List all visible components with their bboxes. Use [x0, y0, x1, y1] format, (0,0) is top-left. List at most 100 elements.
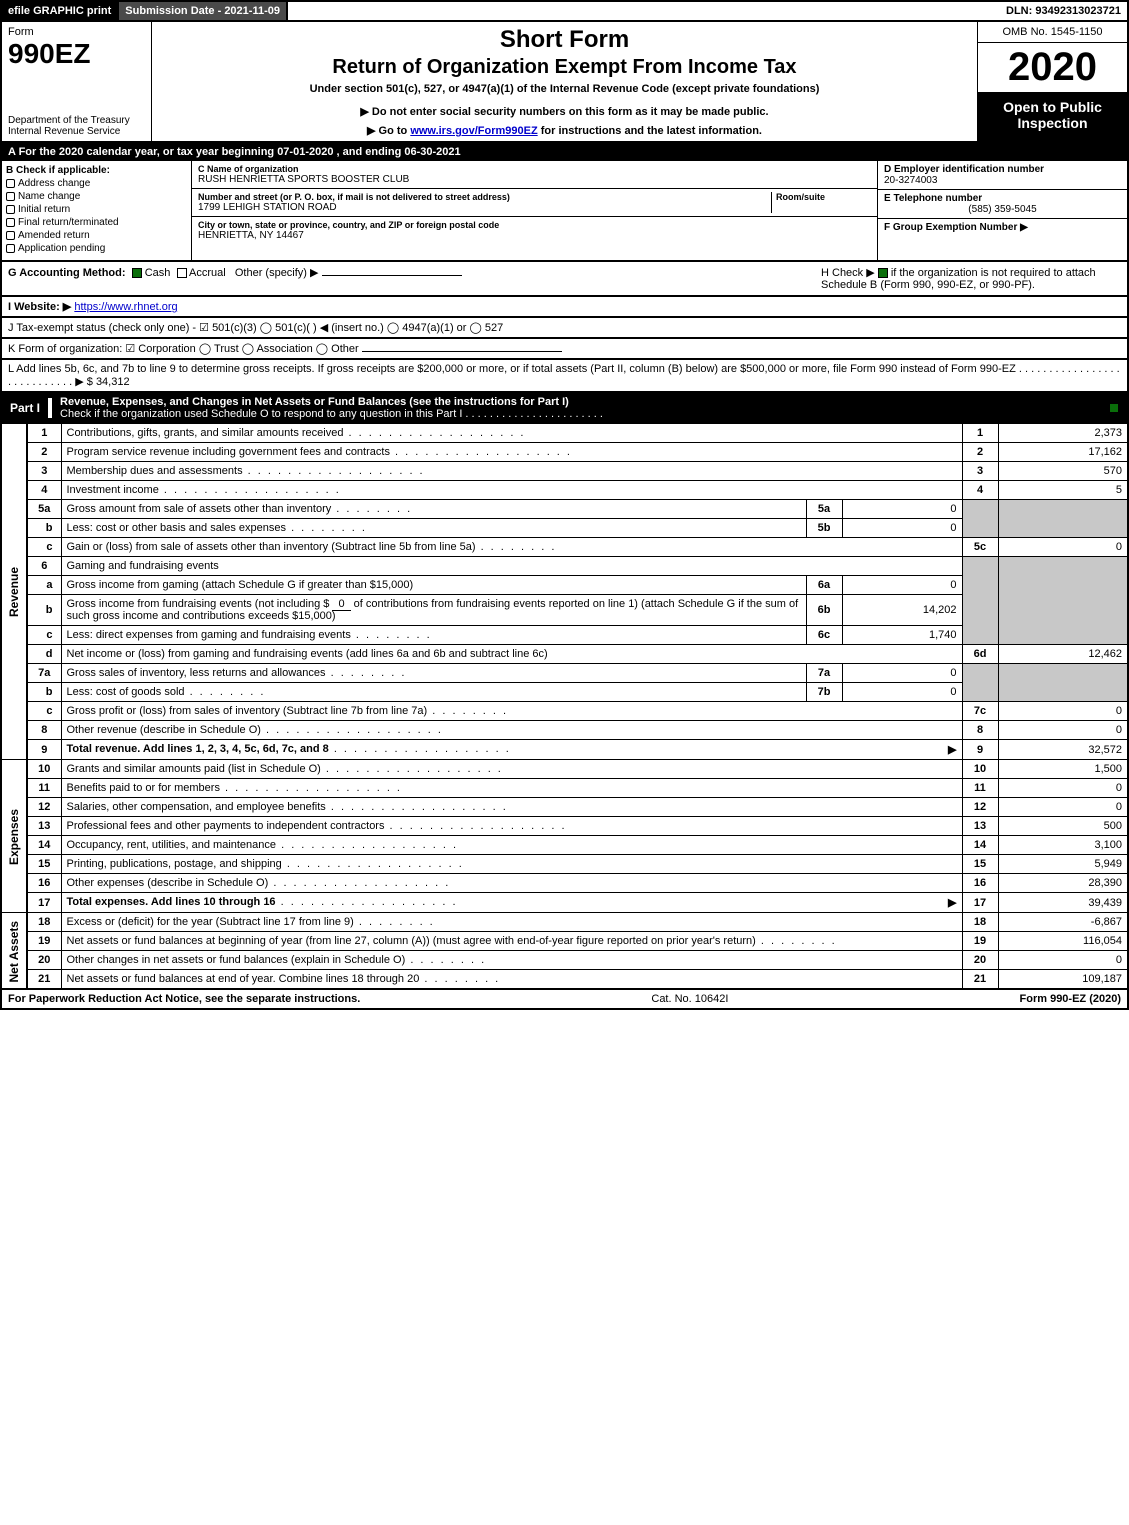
- c-name-label: C Name of organization: [198, 164, 871, 174]
- checkbox-filled-icon[interactable]: [132, 268, 142, 278]
- part1-header: Part I Revenue, Expenses, and Changes in…: [0, 393, 1129, 423]
- c-name-value: RUSH HENRIETTA SPORTS BOOSTER CLUB: [198, 174, 871, 185]
- expenses-sidebar: Expenses: [1, 760, 27, 913]
- b-opt-name: Name change: [6, 191, 187, 202]
- b-opt-amended: Amended return: [6, 230, 187, 241]
- section-k: K Form of organization: ☑ Corporation ◯ …: [0, 339, 1129, 360]
- section-h: H Check ▶ if the organization is not req…: [821, 266, 1121, 291]
- d-value: 20-3274003: [884, 175, 1121, 186]
- footer: For Paperwork Reduction Act Notice, see …: [0, 990, 1129, 1010]
- checkbox-icon[interactable]: [6, 205, 15, 214]
- table-row: a Gross income from gaming (attach Sched…: [1, 576, 1128, 595]
- part1-check: [1101, 399, 1127, 417]
- part1-label: Part I: [2, 398, 52, 418]
- section-j: J Tax-exempt status (check only one) - ☑…: [0, 318, 1129, 339]
- table-row: 9 Total revenue. Add lines 1, 2, 3, 4, 5…: [1, 740, 1128, 760]
- c-street-value: 1799 LEHIGH STATION ROAD: [198, 202, 771, 213]
- checkbox-filled-icon[interactable]: [1109, 403, 1119, 413]
- table-row: 15 Printing, publications, postage, and …: [1, 855, 1128, 874]
- checkbox-icon[interactable]: [6, 179, 15, 188]
- checkbox-icon[interactable]: [6, 231, 15, 240]
- table-row: Revenue 1 Contributions, gifts, grants, …: [1, 424, 1128, 443]
- b-opt-address: Address change: [6, 178, 187, 189]
- topbar-spacer: [288, 2, 1000, 20]
- form-word: Form: [8, 26, 145, 38]
- under-section: Under section 501(c), 527, or 4947(a)(1)…: [162, 83, 967, 95]
- efile-label[interactable]: efile GRAPHIC print: [2, 2, 119, 20]
- info-block: B Check if applicable: Address change Na…: [0, 161, 1129, 262]
- website-link[interactable]: https://www.rhnet.org: [74, 301, 177, 313]
- line-a-text: A For the 2020 calendar year, or tax yea…: [8, 146, 461, 158]
- table-row: 11 Benefits paid to or for members 11 0: [1, 779, 1128, 798]
- section-c: C Name of organization RUSH HENRIETTA SP…: [192, 161, 877, 260]
- tax-year: 2020: [978, 43, 1127, 93]
- goto-link[interactable]: www.irs.gov/Form990EZ: [410, 125, 537, 137]
- goto-line: ▶ Go to www.irs.gov/Form990EZ for instru…: [162, 124, 967, 137]
- goto-suffix: for instructions and the latest informat…: [538, 125, 762, 137]
- table-row: Expenses 10 Grants and similar amounts p…: [1, 760, 1128, 779]
- form-number: 990EZ: [8, 38, 145, 70]
- lines-table: Revenue 1 Contributions, gifts, grants, …: [0, 423, 1129, 990]
- dln-label: DLN: 93492313023721: [1000, 2, 1127, 20]
- e-label: E Telephone number: [884, 193, 1121, 204]
- c-street-label: Number and street (or P. O. box, if mail…: [198, 192, 771, 202]
- g-other-line[interactable]: [322, 275, 462, 276]
- section-b-title: B Check if applicable:: [6, 165, 187, 176]
- e-row: E Telephone number (585) 359-5045: [878, 190, 1127, 219]
- checkbox-icon[interactable]: [6, 192, 15, 201]
- d-row: D Employer identification number 20-3274…: [878, 161, 1127, 190]
- table-row: c Gain or (loss) from sale of assets oth…: [1, 538, 1128, 557]
- b-opt-final: Final return/terminated: [6, 217, 187, 228]
- table-row: c Less: direct expenses from gaming and …: [1, 626, 1128, 645]
- header-center: Short Form Return of Organization Exempt…: [152, 22, 977, 141]
- table-row: d Net income or (loss) from gaming and f…: [1, 645, 1128, 664]
- table-row: 12 Salaries, other compensation, and emp…: [1, 798, 1128, 817]
- g-label: G Accounting Method:: [8, 267, 126, 279]
- row-g-h: G Accounting Method: Cash Accrual Other …: [0, 262, 1129, 297]
- return-title: Return of Organization Exempt From Incom…: [162, 56, 967, 79]
- k-other-line[interactable]: [362, 351, 562, 352]
- table-row: 7a Gross sales of inventory, less return…: [1, 664, 1128, 683]
- e-value: (585) 359-5045: [884, 204, 1121, 215]
- department-label: Department of the Treasury Internal Reve…: [8, 115, 145, 137]
- checkbox-icon[interactable]: [177, 268, 187, 278]
- f-label: F Group Exemption Number ▶: [884, 222, 1121, 233]
- checkbox-icon[interactable]: [6, 244, 15, 253]
- b-opt-initial: Initial return: [6, 204, 187, 215]
- i-label: I Website: ▶: [8, 301, 71, 313]
- table-row: c Gross profit or (loss) from sales of i…: [1, 702, 1128, 721]
- checkbox-icon[interactable]: [6, 218, 15, 227]
- section-b: B Check if applicable: Address change Na…: [2, 161, 192, 260]
- part1-title: Revenue, Expenses, and Changes in Net As…: [52, 393, 1101, 423]
- footer-center: Cat. No. 10642I: [651, 993, 728, 1005]
- ssn-notice: ▶ Do not enter social security numbers o…: [162, 105, 967, 118]
- c-room-label: Room/suite: [776, 192, 871, 202]
- table-row: 13 Professional fees and other payments …: [1, 817, 1128, 836]
- table-row: 20 Other changes in net assets or fund b…: [1, 951, 1128, 970]
- table-row: 5a Gross amount from sale of assets othe…: [1, 500, 1128, 519]
- table-row: b Less: cost of goods sold 7b 0: [1, 683, 1128, 702]
- revenue-sidebar: Revenue: [1, 424, 27, 760]
- table-row: b Gross income from fundraising events (…: [1, 595, 1128, 626]
- top-bar: efile GRAPHIC print Submission Date - 20…: [0, 0, 1129, 22]
- c-name-row: C Name of organization RUSH HENRIETTA SP…: [192, 161, 877, 189]
- table-row: 4 Investment income 4 5: [1, 481, 1128, 500]
- c-city-value: HENRIETTA, NY 14467: [198, 230, 871, 241]
- table-row: 16 Other expenses (describe in Schedule …: [1, 874, 1128, 893]
- table-row: 3 Membership dues and assessments 3 570: [1, 462, 1128, 481]
- short-form-title: Short Form: [162, 26, 967, 54]
- table-row: 17 Total expenses. Add lines 10 through …: [1, 893, 1128, 913]
- checkbox-filled-icon[interactable]: [878, 268, 888, 278]
- goto-prefix: ▶ Go to: [367, 125, 410, 137]
- footer-left: For Paperwork Reduction Act Notice, see …: [8, 993, 360, 1005]
- table-row: 8 Other revenue (describe in Schedule O)…: [1, 721, 1128, 740]
- c-city-label: City or town, state or province, country…: [198, 220, 871, 230]
- b-opt-pending: Application pending: [6, 243, 187, 254]
- d-label: D Employer identification number: [884, 164, 1121, 175]
- table-row: b Less: cost or other basis and sales ex…: [1, 519, 1128, 538]
- table-row: 14 Occupancy, rent, utilities, and maint…: [1, 836, 1128, 855]
- table-row: 19 Net assets or fund balances at beginn…: [1, 932, 1128, 951]
- c-street-row: Number and street (or P. O. box, if mail…: [192, 189, 877, 217]
- table-row: 21 Net assets or fund balances at end of…: [1, 970, 1128, 990]
- header-left: Form 990EZ Department of the Treasury In…: [2, 22, 152, 141]
